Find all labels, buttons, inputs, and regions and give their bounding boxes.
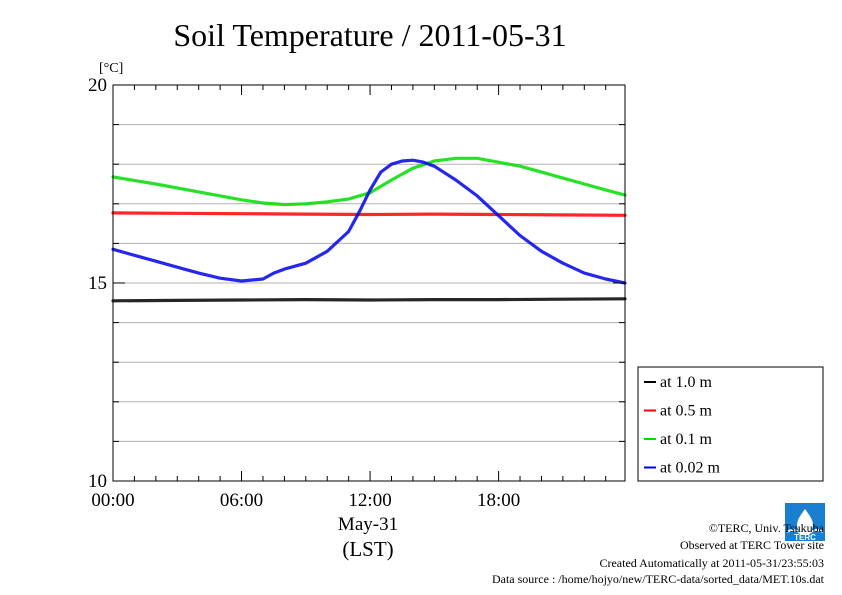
legend-label-at-0-1-m: at 0.1 m xyxy=(660,431,713,448)
x-axis-label-lst: (LST) xyxy=(342,537,393,561)
legend-box xyxy=(637,366,824,482)
legend: at 1.0 m at 0.5 m at 0.1 m at 0.02 m xyxy=(637,366,824,482)
series-line-at-0-5-m xyxy=(111,211,627,217)
legend-label-at-1-0-m: at 1.0 m xyxy=(660,374,713,391)
grid xyxy=(113,124,625,442)
legend-label-at-0-02-m: at 0.02 m xyxy=(660,460,721,477)
series-lines xyxy=(111,156,627,303)
x-tick-label: 18:00 xyxy=(477,490,520,511)
x-axis-label: May-31 xyxy=(338,514,398,535)
credit-source: Data source : /home/hojyo/new/TERC-data/… xyxy=(491,572,824,586)
x-tick-label: 00:00 xyxy=(91,490,134,511)
y-tick-label: 15 xyxy=(88,273,107,294)
series-line-at-0-02-m xyxy=(111,158,627,285)
credit-created: Created Automatically at 2011-05-31/23:5… xyxy=(599,556,824,570)
legend-label-at-0-5-m: at 0.5 m xyxy=(660,403,713,420)
terc-logo-text: TERC xyxy=(794,533,816,541)
axis-ticks: 10 15 20 00:00 06:00 12:00 18:00 xyxy=(88,75,625,511)
y-tick-label: 20 xyxy=(88,75,107,96)
credit-site: Observed at TERC Tower site xyxy=(679,538,824,552)
y-axis-unit: [°C] xyxy=(99,61,123,76)
series-line-at-0-1-m xyxy=(111,156,627,207)
x-tick-label: 12:00 xyxy=(348,490,391,511)
x-tick-label: 06:00 xyxy=(220,490,263,511)
series-line-at-1-0-m xyxy=(111,297,627,303)
y-tick-label: 10 xyxy=(88,471,107,492)
terc-logo: TERC xyxy=(785,503,825,541)
credit-copyright: ©TERC, Univ. Tsukuba xyxy=(708,521,824,535)
chart-title: Soil Temperature / 2011-05-31 xyxy=(173,17,566,53)
